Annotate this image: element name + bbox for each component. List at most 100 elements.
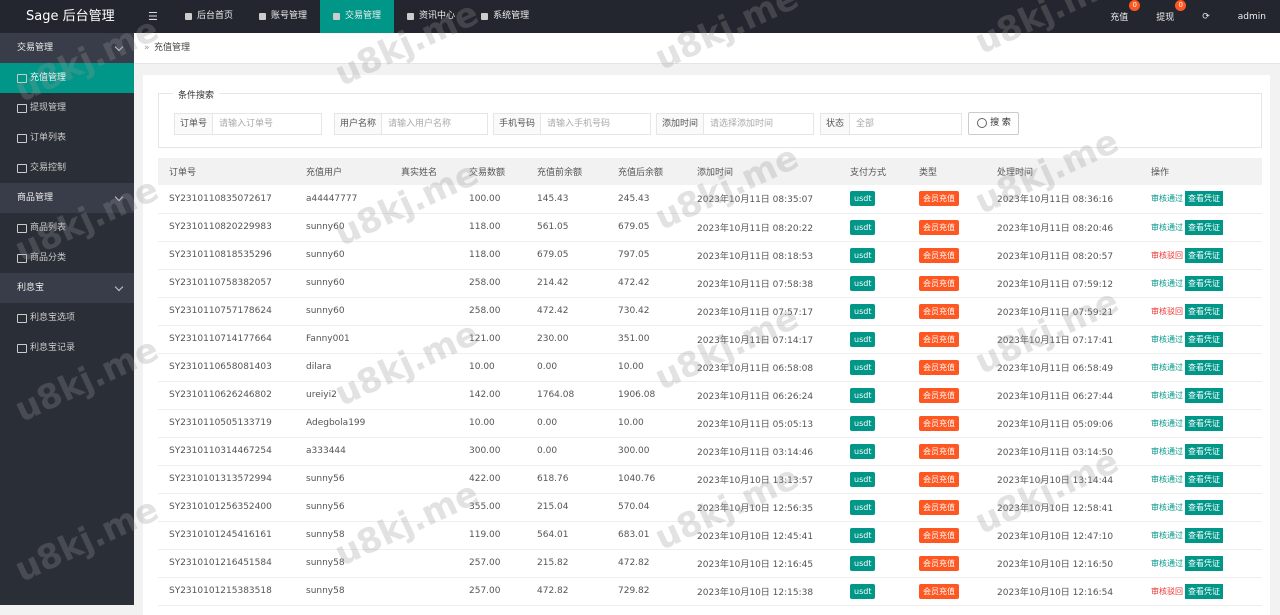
- pay-tag: usdt: [850, 219, 876, 235]
- pay-tag: usdt: [850, 359, 876, 375]
- column-header: 类型: [908, 158, 986, 185]
- type-cell: 会员充值: [908, 185, 986, 214]
- amount: 118.00: [458, 213, 526, 242]
- nav-item[interactable]: 资讯中心: [394, 0, 468, 33]
- type-tag: 会员充值: [919, 499, 959, 515]
- view-button[interactable]: 查看凭证: [1185, 583, 1223, 599]
- pay-cell: usdt: [839, 381, 908, 410]
- table-row: SY2310110626246802 ureiyi2 142.00 1764.08 19…: [158, 381, 1262, 410]
- sidebar-item[interactable]: 交易控制: [0, 153, 134, 183]
- field-placeholder: 请输入手机号码: [547, 119, 611, 129]
- table-row: SY2310110818535296 sunny60 118.00 679.05 797…: [158, 241, 1262, 270]
- actions: 审核通过 查看凭证: [1140, 521, 1262, 550]
- view-button[interactable]: 查看凭证: [1185, 247, 1223, 263]
- amount: 100.00: [458, 185, 526, 214]
- amount: 258.00: [458, 297, 526, 326]
- added: 2023年10月11日 07:58:38: [686, 269, 839, 298]
- nav-item[interactable]: 账号管理: [246, 0, 320, 33]
- amount: 422.00: [458, 465, 526, 494]
- sidebar-item[interactable]: 充值管理: [0, 63, 134, 93]
- real-name: [390, 549, 458, 578]
- type-tag: 会员充值: [919, 387, 959, 403]
- view-button[interactable]: 查看凭证: [1185, 387, 1223, 403]
- processed: 2023年10月11日 06:58:49: [986, 353, 1140, 382]
- pay-tag: usdt: [850, 415, 876, 431]
- type-cell: 会员充值: [908, 325, 986, 354]
- table-row: SY2310101215383518 sunny58 257.00 472.82 729…: [158, 577, 1262, 606]
- view-button[interactable]: 查看凭证: [1185, 359, 1223, 375]
- column-header: 添加时间: [686, 158, 839, 185]
- refresh-icon[interactable]: ⟳: [1202, 11, 1210, 22]
- real-name: [390, 185, 458, 214]
- user-menu[interactable]: admin: [1237, 11, 1266, 22]
- view-button[interactable]: 查看凭证: [1185, 471, 1223, 487]
- view-button[interactable]: 查看凭证: [1185, 555, 1223, 571]
- view-button[interactable]: 查看凭证: [1185, 219, 1223, 235]
- processed: 2023年10月10日 13:14:44: [986, 465, 1140, 494]
- status: 审核通过: [1151, 502, 1183, 512]
- view-button[interactable]: 查看凭证: [1185, 415, 1223, 431]
- nav-item[interactable]: 系统管理: [468, 0, 542, 33]
- processed: 2023年10月11日 08:20:46: [986, 213, 1140, 242]
- sidebar-item[interactable]: 利息宝记录: [0, 333, 134, 363]
- added: 2023年10月10日 12:15:38: [686, 577, 839, 606]
- search-field[interactable]: 添加时间 请选择添加时间: [656, 113, 814, 135]
- sidebar-item[interactable]: 商品列表: [0, 213, 134, 243]
- sidebar-group[interactable]: 利息宝: [0, 273, 134, 303]
- actions: 审核通过 查看凭证: [1140, 269, 1262, 298]
- status: 审核通过: [1151, 446, 1183, 456]
- actions: 审核通过 查看凭证: [1140, 325, 1262, 354]
- pay-cell: usdt: [839, 353, 908, 382]
- search-field[interactable]: 手机号码 请输入手机号码: [493, 113, 651, 135]
- view-button[interactable]: 查看凭证: [1185, 331, 1223, 347]
- type-cell: 会员充值: [908, 521, 986, 550]
- processed: 2023年10月11日 07:59:12: [986, 269, 1140, 298]
- nav-item[interactable]: 交易管理: [320, 0, 395, 33]
- view-button[interactable]: 查看凭证: [1185, 527, 1223, 543]
- pay-cell: usdt: [839, 269, 908, 298]
- menu-toggle[interactable]: ☰: [148, 10, 158, 23]
- sidebar-item[interactable]: 利息宝选项: [0, 303, 134, 333]
- field-label: 状态: [821, 114, 851, 134]
- column-header: 处理时间: [986, 158, 1140, 185]
- sidebar-item[interactable]: 订单列表: [0, 123, 134, 153]
- view-button[interactable]: 查看凭证: [1185, 275, 1223, 291]
- top-action[interactable]: 充值 0: [1096, 0, 1142, 23]
- status: 审核通过: [1151, 418, 1183, 428]
- order-id: SY2310110835072617: [158, 185, 295, 214]
- sidebar-item[interactable]: 提现管理: [0, 93, 134, 123]
- view-button[interactable]: 查看凭证: [1185, 191, 1223, 207]
- order-id: SY2310101256352400: [158, 493, 295, 522]
- sidebar-group[interactable]: 商品管理: [0, 183, 134, 213]
- before: 0.00: [526, 353, 607, 382]
- user: sunny60: [295, 297, 390, 326]
- status-select[interactable]: 状态 全部: [820, 113, 962, 135]
- top-action[interactable]: 提现 0: [1142, 0, 1188, 23]
- actions: 审核驳回 查看凭证: [1140, 297, 1262, 326]
- content-card: 条件搜索 搜 索 订单号 请输入订单号 用户名称 请输入用户名称 手机号码 请输入手机号码…: [143, 75, 1270, 615]
- before: 561.05: [526, 213, 607, 242]
- type-tag: 会员充值: [919, 583, 959, 599]
- view-button[interactable]: 查看凭证: [1185, 499, 1223, 515]
- column-header: 交易数额: [458, 158, 526, 185]
- sidebar-item[interactable]: 商品分类: [0, 243, 134, 273]
- status: 审核通过: [1151, 558, 1183, 568]
- status: 审核通过: [1151, 362, 1183, 372]
- actions: 审核通过 查看凭证: [1140, 213, 1262, 242]
- sidebar-group[interactable]: 交易管理: [0, 33, 134, 63]
- nav-item[interactable]: 后台首页: [172, 0, 246, 33]
- view-button[interactable]: 查看凭证: [1185, 303, 1223, 319]
- search-field[interactable]: 用户名称 请输入用户名称: [334, 113, 488, 135]
- added: 2023年10月11日 05:05:13: [686, 409, 839, 438]
- search-field[interactable]: 订单号 请输入订单号: [174, 113, 322, 135]
- badge: 0: [1175, 0, 1187, 11]
- view-button[interactable]: 查看凭证: [1185, 443, 1223, 459]
- actions: 审核驳回 查看凭证: [1140, 241, 1262, 270]
- field-label: 添加时间: [657, 114, 705, 134]
- after: 679.05: [607, 213, 686, 242]
- processed: 2023年10月11日 07:59:21: [986, 297, 1140, 326]
- table-row: SY2310101245416161 sunny58 119.00 564.01 683…: [158, 521, 1262, 550]
- pay-tag: usdt: [850, 191, 876, 207]
- search-button[interactable]: 搜 索: [968, 112, 1019, 135]
- order-id: SY2310110820229983: [158, 213, 295, 242]
